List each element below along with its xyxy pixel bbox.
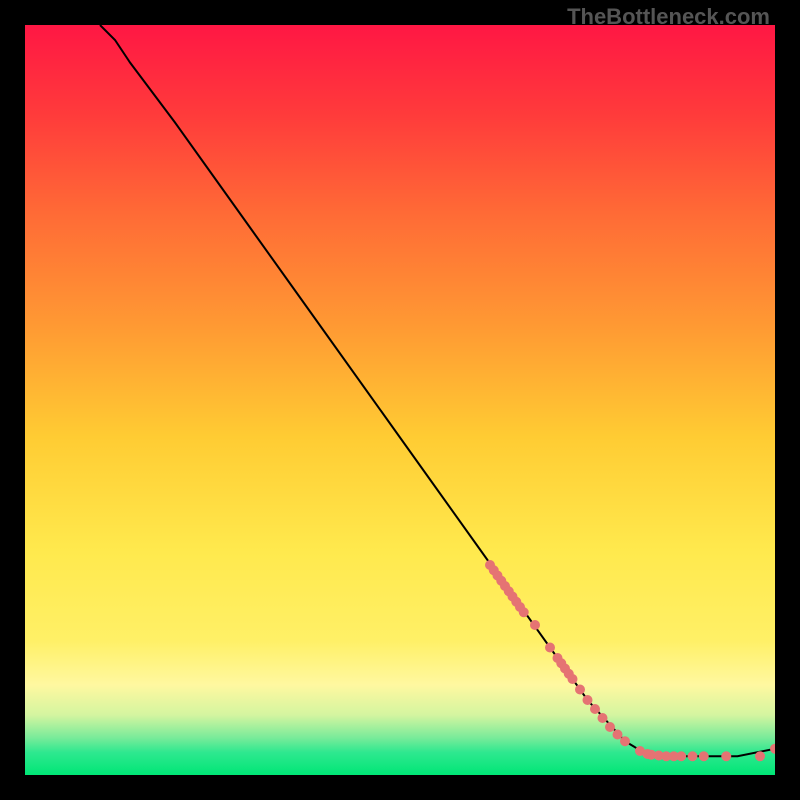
scatter-point (590, 704, 600, 714)
scatter-point (676, 751, 686, 761)
scatter-point (575, 685, 585, 695)
watermark-text: TheBottleneck.com (567, 4, 770, 30)
scatter-point (545, 643, 555, 653)
scatter-point (583, 695, 593, 705)
scatter-point (699, 751, 709, 761)
scatter-point (519, 607, 529, 617)
scatter-point (620, 736, 630, 746)
scatter-point (530, 620, 540, 630)
scatter-point (755, 751, 765, 761)
scatter-point (605, 722, 615, 732)
chart-plot-area (25, 25, 775, 775)
scatter-point (568, 674, 578, 684)
chart-background (25, 25, 775, 775)
chart-svg (25, 25, 775, 775)
scatter-point (598, 713, 608, 723)
scatter-point (688, 751, 698, 761)
scatter-point (721, 751, 731, 761)
scatter-point (613, 730, 623, 740)
